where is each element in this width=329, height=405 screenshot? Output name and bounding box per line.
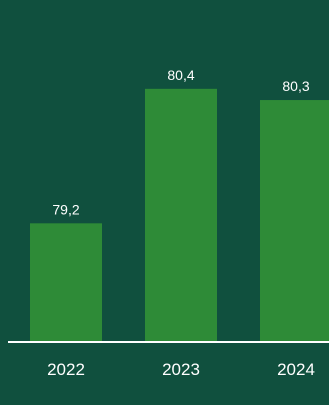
x-tick-label-2024: 2024 — [277, 360, 315, 379]
value-label-2023: 80,4 — [167, 67, 194, 83]
bar-2024 — [260, 100, 329, 341]
x-tick-label-2022: 2022 — [47, 360, 85, 379]
value-label-2024: 80,3 — [282, 78, 309, 94]
bar-2023 — [145, 88, 217, 341]
value-labels-group: 79,2 80,4 80,3 — [52, 67, 309, 217]
x-tick-label-2023: 2023 — [162, 360, 200, 379]
value-label-2022: 79,2 — [52, 201, 79, 217]
x-tick-labels-group: 2022 2023 2024 — [47, 360, 315, 379]
bars-group — [30, 88, 329, 341]
bar-2022 — [30, 223, 102, 341]
